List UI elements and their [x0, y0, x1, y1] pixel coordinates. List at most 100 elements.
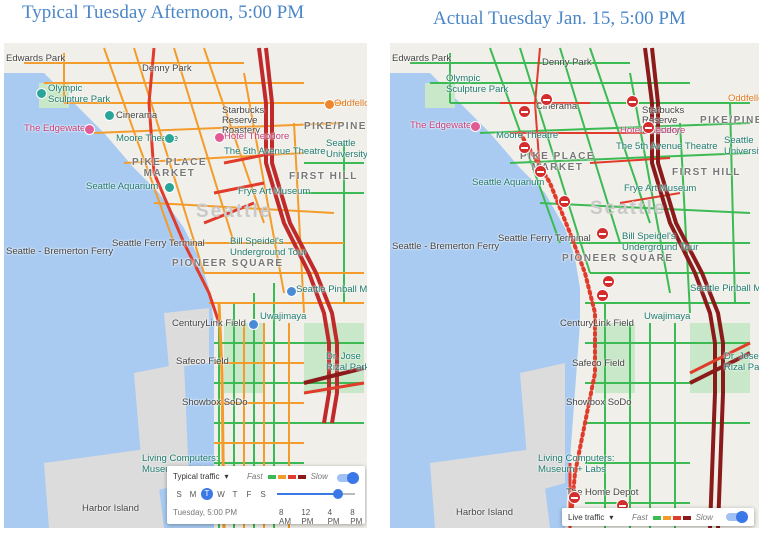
closure-icon[interactable]	[534, 165, 547, 178]
pinball-pin[interactable]	[286, 286, 297, 297]
legend-medium-swatch	[662, 515, 671, 520]
label-seattle-university-live: Seattle University	[724, 135, 759, 157]
i90-ramp-2	[303, 381, 365, 395]
label-pike-pine: PIKE/PINE	[304, 121, 367, 132]
label-olympic-park-live: Olympic Sculpture Park	[446, 73, 509, 95]
pier-1-live	[520, 363, 565, 493]
edgewater-pin[interactable]	[84, 124, 95, 135]
closure-icon[interactable]	[602, 275, 615, 288]
label-centurylink-live: CenturyLink Field	[560, 318, 634, 329]
centurylink-pin[interactable]	[248, 319, 259, 330]
time-slider-track[interactable]	[277, 489, 355, 499]
live-traffic-toggle[interactable]	[726, 511, 748, 523]
day-button[interactable]: W	[217, 489, 225, 499]
label-showbox-live: Showbox SoDo	[566, 397, 632, 408]
label-frye-live: Frye Art Museum	[624, 183, 697, 194]
label-fifth-avenue: The 5th Avenue Theatre	[224, 146, 326, 157]
label-uwajimaya-live: Uwajimaya	[644, 311, 691, 322]
day-button[interactable]: S	[176, 489, 182, 499]
map-typical[interactable]: Edwards Park Denny Park Olympic Sculptur…	[4, 43, 367, 528]
park-sodo-live	[595, 323, 635, 393]
traffic-toggle[interactable]	[337, 472, 359, 484]
closure-icon[interactable]	[558, 195, 571, 208]
moore-pin[interactable]	[164, 133, 175, 144]
traffic-mode-dropdown[interactable]: Typical traffic	[173, 472, 220, 481]
live-traffic-panel: Live traffic ▾ Fast Slow	[562, 508, 754, 526]
legend-fast-swatch	[267, 474, 276, 479]
time-slider-fill	[277, 493, 338, 495]
legend-slowest-swatch	[297, 474, 306, 479]
i90-ramp-live	[689, 351, 751, 385]
i90-ramp-live-2	[689, 341, 751, 375]
label-uwajimaya: Uwajimaya	[260, 311, 307, 322]
legend-slow-live: Slow	[695, 513, 713, 522]
harbor-island-live	[430, 448, 550, 528]
cinerama-pin[interactable]	[104, 110, 115, 121]
aquarium-pin[interactable]	[164, 182, 175, 193]
time-slider-handle[interactable]	[332, 489, 343, 499]
map-live-canvas	[390, 47, 751, 528]
day-button[interactable]: F	[246, 489, 252, 499]
label-cinerama: Cinerama	[116, 110, 158, 121]
closure-icon[interactable]	[642, 121, 655, 134]
label-fifth-avenue-live: The 5th Avenue Theatre	[616, 141, 718, 152]
legend-fast-live: Fast	[632, 513, 648, 522]
label-seattle-live: Seattle	[590, 198, 667, 219]
legend-medium-swatch	[277, 474, 286, 479]
live-traffic-dropdown[interactable]: Live traffic	[568, 513, 605, 522]
label-denny-park-live: Denny Park	[542, 57, 592, 68]
label-bill-speidels-live: Bill Speidel's Underground Tour	[622, 231, 699, 253]
closed-sr99	[518, 131, 597, 528]
legend-slow-swatch	[672, 515, 681, 520]
day-button[interactable]: M	[189, 489, 197, 499]
closure-icon[interactable]	[518, 141, 531, 154]
chevron-down-icon[interactable]: ▾	[609, 513, 614, 522]
chevron-down-icon[interactable]: ▾	[224, 472, 229, 481]
closure-icon[interactable]	[596, 289, 609, 302]
day-button[interactable]: S	[260, 489, 266, 499]
hotel-theodore-pin[interactable]	[214, 132, 225, 143]
day-button[interactable]: T	[232, 489, 238, 499]
label-showbox: Showbox SoDo	[182, 397, 248, 408]
label-first-hill-live: FIRST HILL	[672, 167, 741, 178]
label-bremerton-ferry-live: Seattle - Bremerton Ferry	[392, 241, 500, 252]
oddfellows-pin[interactable]	[324, 99, 335, 110]
legend-fast-swatch	[652, 515, 661, 520]
day-button[interactable]: T	[201, 488, 213, 500]
label-harbor-island: Harbor Island	[82, 503, 140, 514]
label-edwards-park-live: Edwards Park	[392, 53, 452, 64]
label-denny-park: Denny Park	[142, 63, 192, 74]
label-aquarium-live: Seattle Aquarium	[472, 177, 545, 188]
label-starbucks-live: Starbucks Reserve Roastery	[642, 105, 685, 136]
closure-icon[interactable]	[626, 95, 639, 108]
label-bremerton-ferry: Seattle - Bremerton Ferry	[6, 246, 114, 257]
closure-icon[interactable]	[596, 227, 609, 240]
time-label: Tuesday, 5:00 PM	[173, 508, 238, 517]
label-pioneer-square-live: PIONEER SQUARE	[562, 253, 674, 264]
legend-slow-swatch	[287, 474, 296, 479]
label-harbor-island-live: Harbor Island	[456, 507, 514, 518]
closure-icon[interactable]	[518, 105, 531, 118]
label-pike-place: PIKE PLACE MARKET	[132, 157, 208, 179]
label-olympic-park: Olympic Sculpture Park	[48, 83, 111, 105]
label-pinball: Seattle Pinball Mu	[296, 284, 367, 295]
label-safeco: Safeco Field	[176, 356, 229, 367]
label-pike-place-live: PIKE PLACE MARKET	[520, 151, 596, 173]
label-edwards-park: Edwards Park	[6, 53, 66, 64]
label-pike-pine-live: PIKE/PINE	[700, 115, 759, 126]
label-oddfellows: Oddfellows	[334, 98, 367, 109]
closure-icon[interactable]	[540, 93, 553, 106]
label-ferry-terminal-live: Seattle Ferry Terminal	[498, 233, 591, 244]
label-seattle: Seattle	[196, 201, 273, 222]
time-tick-label: 12 PM	[301, 508, 314, 526]
olympic-park-pin[interactable]	[36, 88, 47, 99]
edgewater-pin-live[interactable]	[470, 121, 481, 132]
legend-slowest-swatch	[682, 515, 691, 520]
map-live[interactable]: Edwards Park Denny Park Olympic Sculptur…	[390, 43, 759, 528]
closure-icon[interactable]	[568, 491, 581, 504]
label-dr-jose: Dr. Jose Rizal Park	[326, 351, 367, 373]
label-pinball-live: Seattle Pinball Mu	[690, 283, 759, 294]
harbor-island	[44, 448, 164, 528]
label-living-computers-live: Living Computers: Museum + Labs	[538, 453, 615, 475]
